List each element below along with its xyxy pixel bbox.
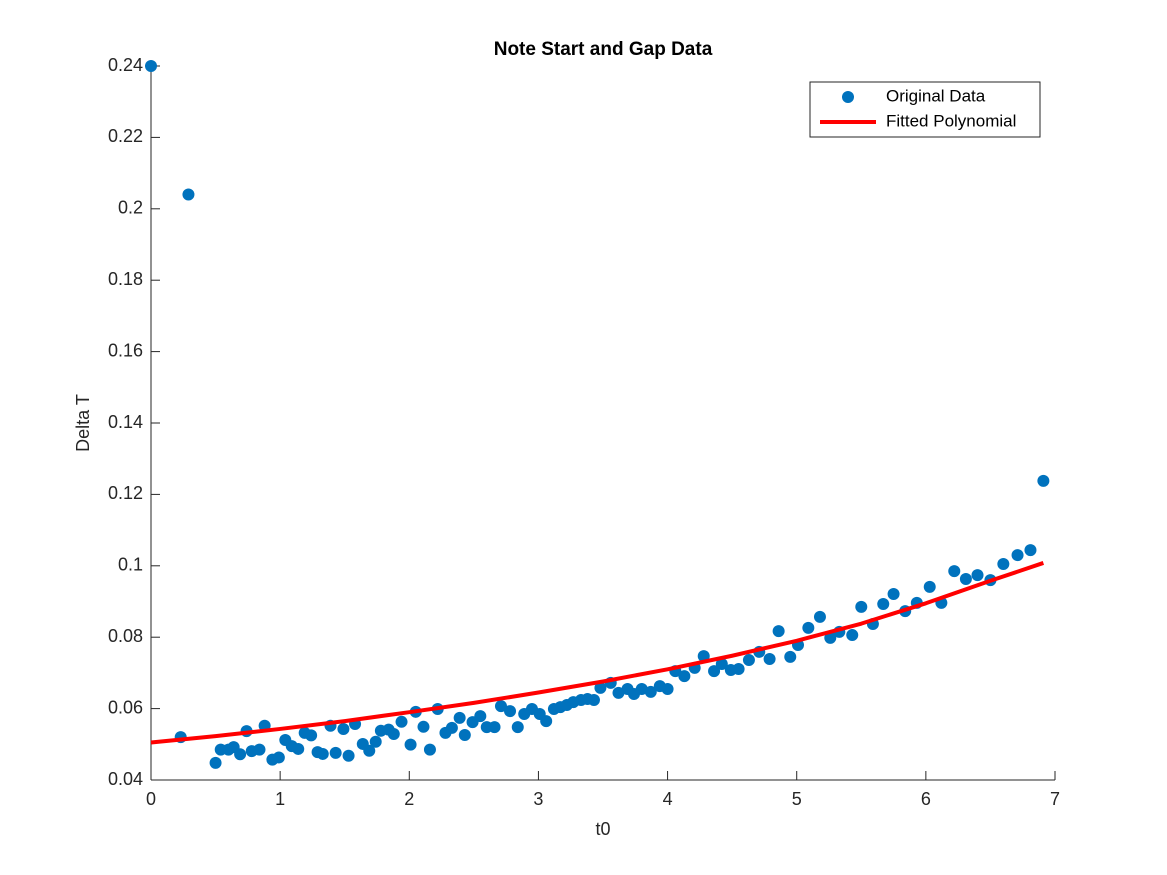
data-point [316, 747, 329, 760]
y-axis-label: Delta T [73, 394, 93, 452]
data-point [305, 729, 318, 742]
x-tick-label: 0 [146, 789, 156, 809]
data-point [337, 722, 350, 735]
x-tick-label: 1 [275, 789, 285, 809]
data-point [742, 654, 755, 667]
x-tick-label: 7 [1050, 789, 1060, 809]
y-tick-label: 0.14 [108, 412, 143, 432]
data-point [417, 720, 430, 733]
data-point [494, 700, 507, 713]
x-tick-label: 3 [533, 789, 543, 809]
data-point [387, 727, 400, 740]
y-tick-label: 0.24 [108, 55, 143, 75]
data-point [635, 682, 648, 695]
data-point [145, 60, 157, 72]
data-point [813, 610, 826, 623]
y-tick-label: 0.2 [118, 198, 143, 218]
data-point [458, 729, 471, 742]
data-point [1037, 474, 1050, 487]
data-point [661, 682, 674, 695]
data-point [182, 188, 195, 201]
legend-label: Fitted Polynomial [886, 111, 1016, 130]
data-point [511, 721, 524, 734]
data-point [877, 597, 890, 610]
data-point [209, 756, 222, 769]
data-point [488, 721, 501, 734]
data-point [887, 588, 900, 601]
data-point [855, 600, 868, 613]
data-point [1011, 549, 1024, 562]
y-tick-label: 0.22 [108, 126, 143, 146]
data-point [772, 625, 785, 638]
x-axis-label: t0 [595, 819, 610, 839]
data-point [594, 681, 607, 694]
data-point [763, 652, 776, 665]
data-point [504, 705, 517, 718]
data-point [644, 685, 657, 698]
data-point [253, 743, 266, 756]
data-point [272, 751, 285, 764]
data-point [1024, 544, 1037, 557]
data-point [423, 743, 436, 756]
legend-marker [842, 91, 854, 103]
data-point [540, 715, 553, 728]
x-tick-label: 2 [404, 789, 414, 809]
data-point [474, 710, 487, 723]
data-point [292, 742, 305, 755]
data-point [395, 715, 408, 728]
data-point [404, 738, 417, 751]
data-point [678, 670, 691, 683]
y-tick-label: 0.04 [108, 769, 143, 789]
data-point [923, 580, 936, 593]
data-point [732, 662, 745, 675]
y-tick-label: 0.06 [108, 697, 143, 717]
x-tick-label: 5 [792, 789, 802, 809]
chart-title: Note Start and Gap Data [494, 39, 713, 60]
data-point [784, 650, 797, 663]
data-point [997, 558, 1010, 571]
data-point [453, 711, 466, 724]
x-tick-label: 6 [921, 789, 931, 809]
data-point [342, 749, 355, 762]
data-point [612, 686, 625, 699]
data-point [715, 657, 728, 670]
y-tick-label: 0.1 [118, 555, 143, 575]
data-point [329, 746, 342, 759]
y-tick-label: 0.18 [108, 269, 143, 289]
data-point [363, 744, 376, 757]
data-point [708, 665, 721, 678]
data-point [959, 573, 972, 586]
data-point [846, 629, 859, 642]
data-point [445, 721, 458, 734]
data-point [824, 631, 837, 644]
y-tick-label: 0.08 [108, 626, 143, 646]
data-point [971, 569, 984, 582]
fit-line [150, 561, 1045, 745]
data-point [234, 748, 247, 761]
data-point [948, 565, 961, 578]
legend-label: Original Data [886, 86, 986, 105]
y-tick-label: 0.16 [108, 340, 143, 360]
data-point [802, 621, 815, 634]
x-tick-label: 4 [663, 789, 673, 809]
data-point [587, 694, 600, 707]
data-point [369, 735, 382, 748]
y-tick-label: 0.12 [108, 483, 143, 503]
